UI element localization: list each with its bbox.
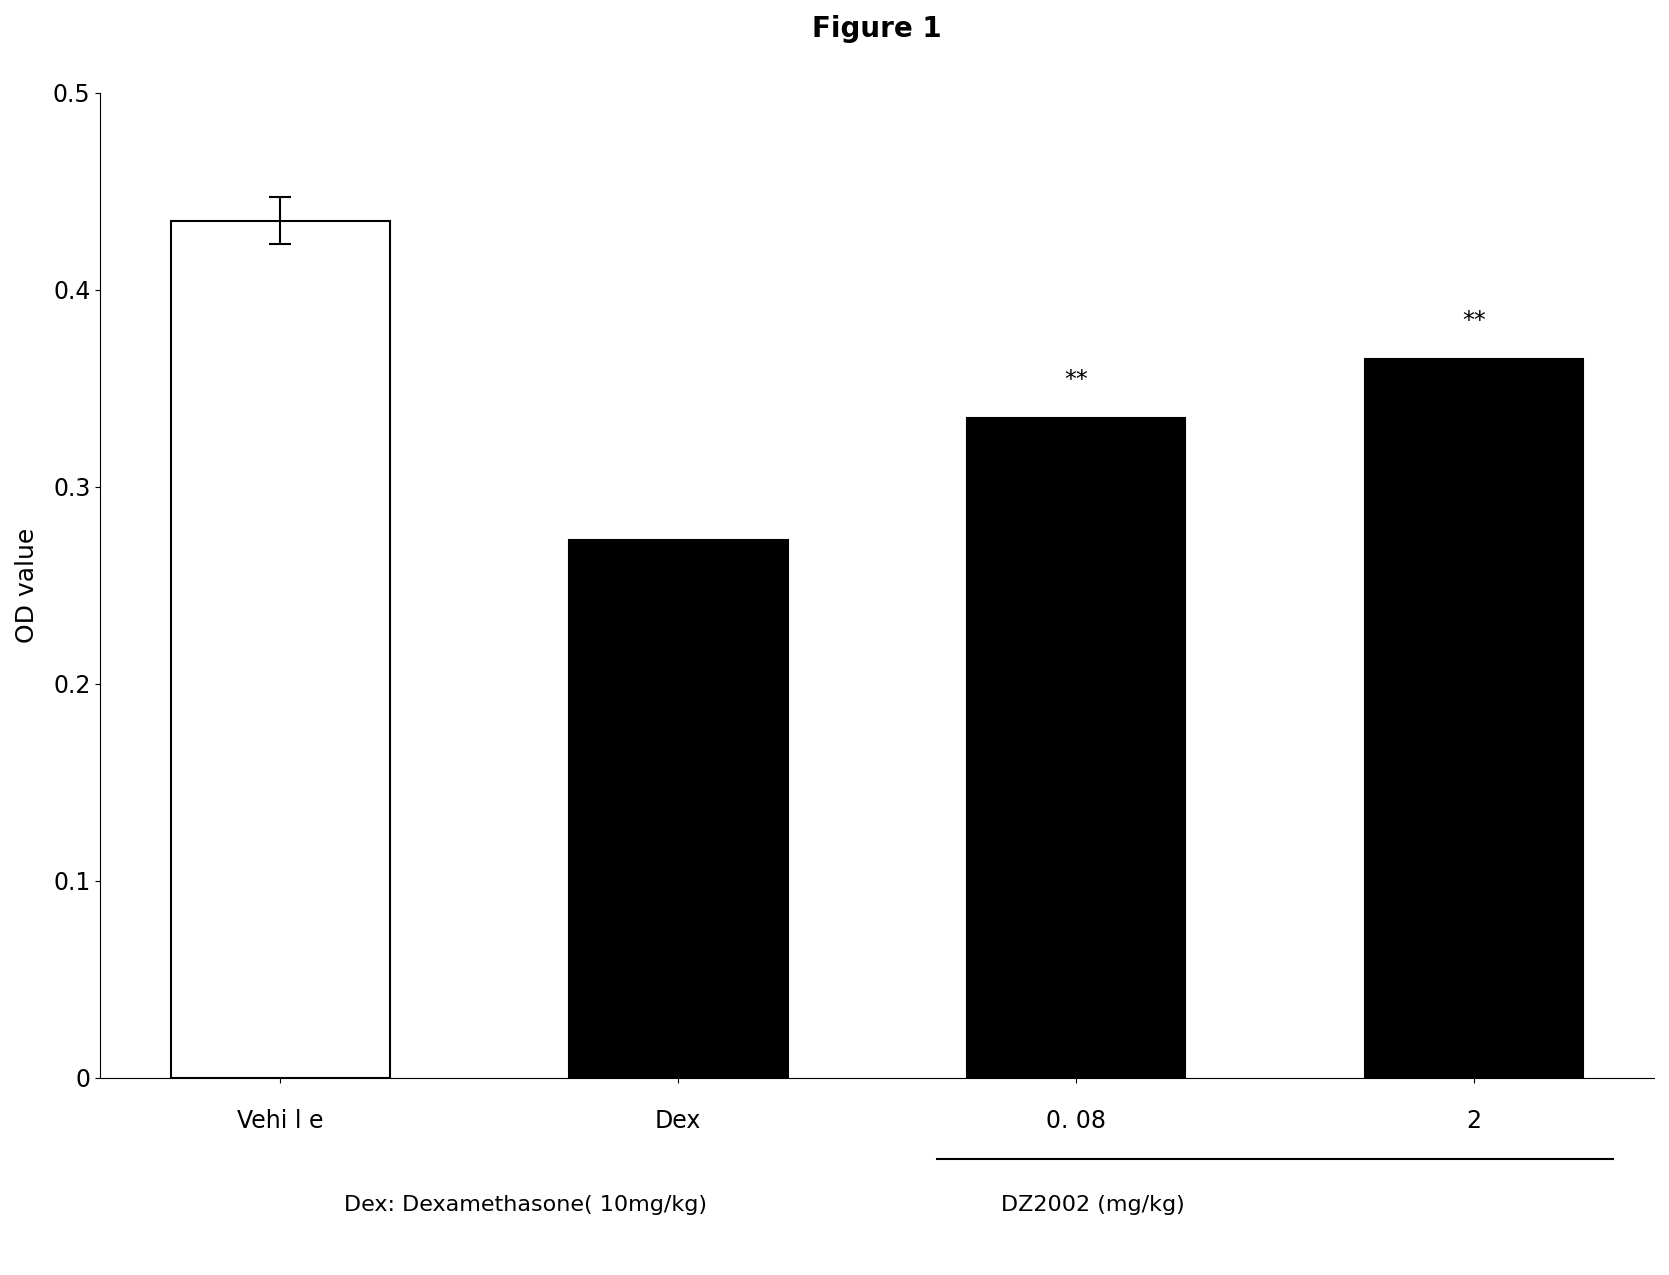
- Text: Vehi l e: Vehi l e: [237, 1108, 324, 1132]
- Bar: [966, 418, 1185, 1077]
- Text: **: **: [1462, 309, 1485, 333]
- Text: **: **: [1065, 368, 1088, 393]
- Bar: [170, 221, 389, 1077]
- Bar: [569, 539, 788, 1077]
- Bar: [1365, 358, 1584, 1077]
- Title: Figure 1: Figure 1: [813, 15, 941, 43]
- Text: 2: 2: [1467, 1108, 1482, 1132]
- Text: Dex: Dex: [654, 1108, 701, 1132]
- Text: Dex: Dexamethasone( 10mg/kg): Dex: Dexamethasone( 10mg/kg): [344, 1195, 708, 1215]
- Text: 0. 08: 0. 08: [1046, 1108, 1107, 1132]
- Y-axis label: OD value: OD value: [15, 528, 38, 643]
- Text: DZ2002 (mg/kg): DZ2002 (mg/kg): [1001, 1195, 1185, 1215]
